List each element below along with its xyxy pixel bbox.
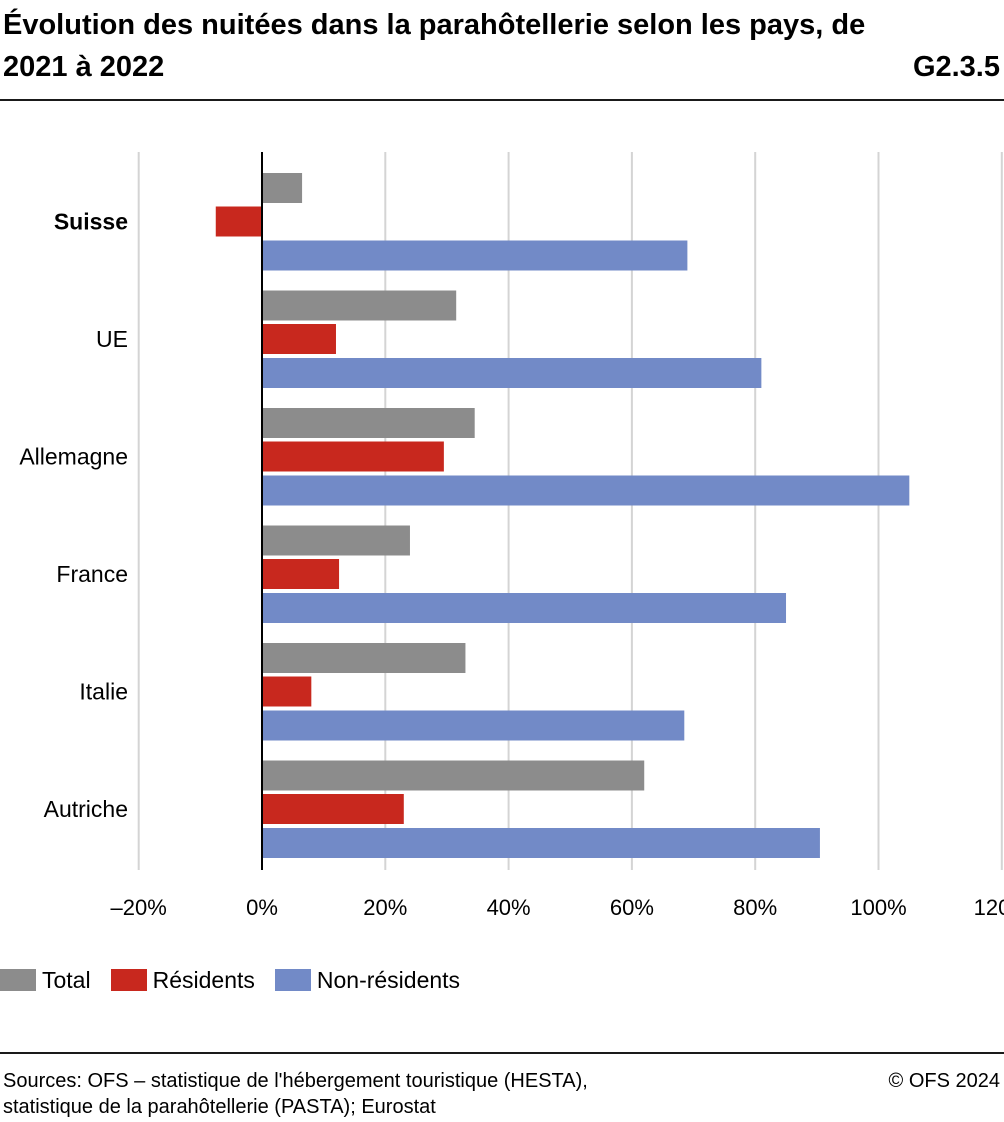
legend-item-non-residents: Non-résidents bbox=[274, 966, 461, 994]
bar-residents bbox=[262, 794, 404, 824]
x-tick-label: 0% bbox=[246, 895, 278, 920]
legend-swatch-residents bbox=[110, 969, 147, 991]
bar-total bbox=[262, 290, 457, 321]
gridlines bbox=[137, 152, 1003, 870]
bar-non-residents bbox=[262, 828, 820, 858]
x-tick-labels: –20% 0% 20% 40% 60% 80% 100% 120% bbox=[111, 895, 1004, 920]
x-tick-label: 20% bbox=[363, 895, 407, 920]
legend-item-residents: Résidents bbox=[110, 966, 255, 994]
bar-residents bbox=[215, 206, 262, 237]
copyright: © OFS 2024 bbox=[888, 1070, 1000, 1092]
x-tick-label: 60% bbox=[610, 895, 654, 920]
bar-chart: Suisse UE Allemagne France Italie Autriche –2… bbox=[19, 152, 1004, 920]
legend: Total Résidents Non-résidents bbox=[0, 963, 480, 997]
legend-label-non-residents: Non-résidents bbox=[316, 966, 461, 993]
category-label: Suisse bbox=[54, 209, 128, 235]
bar-non-residents bbox=[262, 593, 787, 623]
category-label: UE bbox=[96, 326, 128, 352]
header-divider bbox=[0, 99, 1004, 101]
bar-non-residents bbox=[262, 475, 910, 506]
bar-total bbox=[262, 643, 466, 673]
bar-non-residents bbox=[262, 240, 688, 271]
source-line-1: Sources: OFS – statistique de l'hébergem… bbox=[3, 1070, 588, 1092]
bar-residents bbox=[262, 441, 444, 472]
chart-id: G2.3.5 bbox=[912, 51, 1000, 83]
category-label: France bbox=[56, 561, 128, 587]
source-note: Sources: OFS – statistique de l'hébergem… bbox=[3, 1068, 723, 1120]
x-tick-label: 120% bbox=[974, 895, 1004, 920]
category-label: Italie bbox=[79, 679, 128, 705]
bar-residents bbox=[262, 324, 336, 354]
x-tick-label: 80% bbox=[733, 895, 777, 920]
bar-total bbox=[262, 525, 410, 556]
chart-title: Évolution des nuitées dans la parahôtell… bbox=[3, 9, 866, 83]
bar-non-residents bbox=[262, 358, 762, 388]
bars bbox=[215, 173, 910, 858]
x-tick-label: 100% bbox=[850, 895, 906, 920]
legend-swatch-non-residents bbox=[274, 969, 311, 991]
bar-residents bbox=[262, 559, 340, 589]
bar-total bbox=[262, 173, 303, 203]
category-label: Allemagne bbox=[19, 444, 128, 470]
bar-residents bbox=[262, 676, 312, 707]
legend-item-total: Total bbox=[0, 967, 91, 994]
legend-label-residents: Résidents bbox=[152, 966, 255, 993]
bar-total bbox=[262, 760, 645, 791]
bar-total bbox=[262, 408, 475, 438]
legend-label-total: Total bbox=[42, 966, 91, 993]
x-tick-label: –20% bbox=[111, 895, 167, 920]
source-line-2: statistique de la parahôtellerie (PASTA)… bbox=[3, 1096, 436, 1118]
footer-divider bbox=[0, 1052, 1004, 1054]
x-tick-label: 40% bbox=[487, 895, 531, 920]
category-label: Autriche bbox=[44, 796, 128, 822]
legend-swatch-total bbox=[0, 969, 36, 991]
category-labels: Suisse UE Allemagne France Italie Autriche bbox=[19, 209, 128, 823]
bar-non-residents bbox=[262, 710, 685, 741]
